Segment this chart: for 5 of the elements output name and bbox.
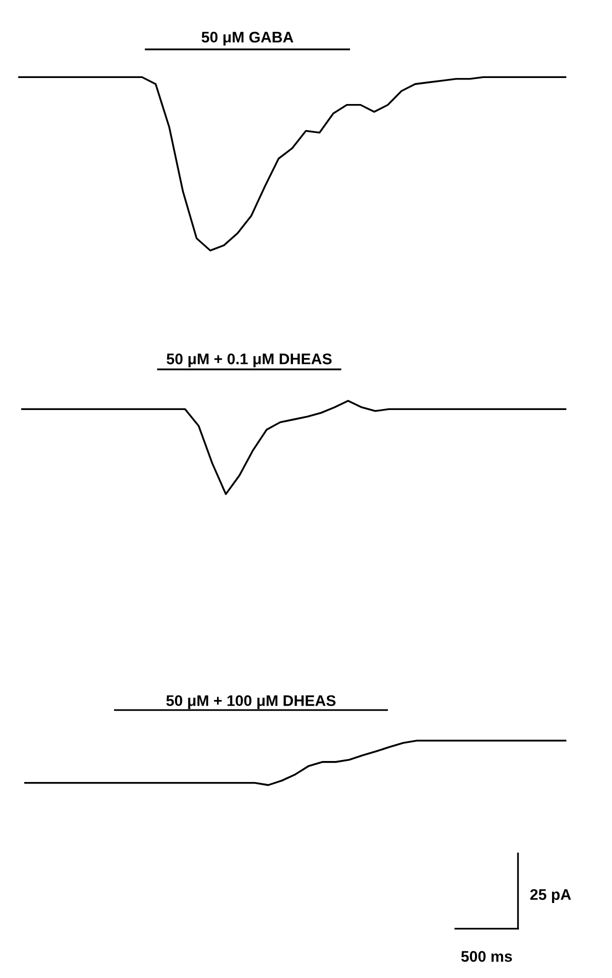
chart-title: 50 μM GABA	[202, 32, 294, 46]
text: 25 pA	[530, 889, 571, 903]
chart-title: 50 μM + 100 μM DHEAS	[166, 695, 336, 709]
chart-title: 50 μM + 0.1 μM DHEAS	[166, 354, 332, 368]
text: 500 ms	[461, 951, 512, 962]
